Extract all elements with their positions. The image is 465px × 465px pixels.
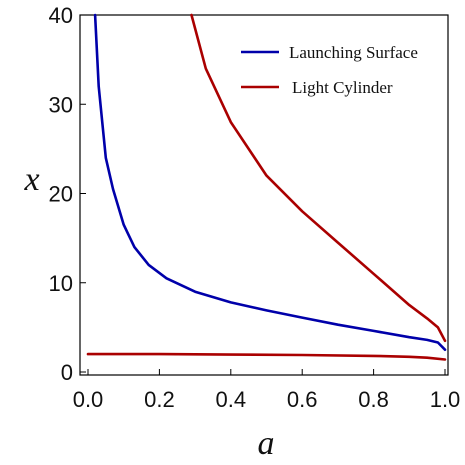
- x-tick-label: 0.6: [287, 387, 318, 412]
- y-tick-label: 10: [49, 271, 73, 296]
- plot-frame: [79, 14, 449, 376]
- series-line-0: [93, 13, 447, 351]
- series-group: [86, 13, 447, 361]
- legend: Launching Surface Light Cylinder: [241, 43, 418, 97]
- series-line-2: [86, 352, 447, 361]
- ticks: 0.0 0.2 0.4 0.6 0.8 1.0 0 10 20 30 40: [49, 3, 461, 412]
- y-tick-label: 0: [61, 360, 73, 385]
- y-tick-label: 30: [49, 92, 73, 117]
- x-tick-label: 1.0: [430, 387, 461, 412]
- x-tick-label: 0.4: [216, 387, 247, 412]
- x-tick-label: 0.0: [73, 387, 104, 412]
- x-tick-label: 0.2: [144, 387, 175, 412]
- x-tick-label: 0.8: [358, 387, 389, 412]
- y-axis-label: x: [23, 161, 39, 198]
- y-tick-label: 40: [49, 3, 73, 28]
- series-line-1: [190, 13, 447, 343]
- x-axis-label: a: [258, 425, 275, 462]
- legend-label: Launching Surface: [289, 43, 418, 62]
- legend-label: Light Cylinder: [292, 78, 393, 97]
- y-tick-label: 20: [49, 182, 73, 207]
